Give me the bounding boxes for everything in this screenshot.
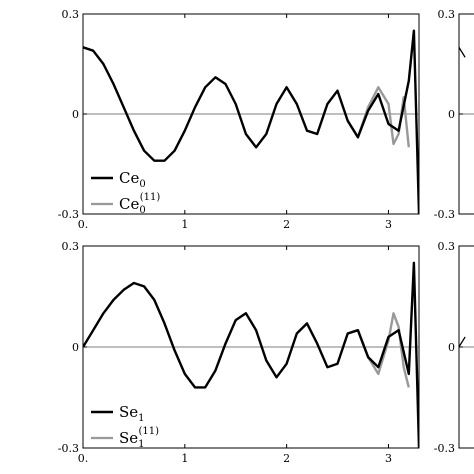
legend-label: Ce0(11) (119, 192, 160, 216)
x-tick-label: 2 (283, 452, 290, 465)
x-tick-label: 3 (385, 218, 392, 231)
panel-top-right: 0.3 0 -0.3 (434, 8, 474, 221)
series-line (459, 46, 466, 58)
y-tick-label: 0 (72, 108, 79, 121)
y-tick-label: 0.3 (438, 240, 456, 253)
y-tick-label: -0.3 (434, 442, 455, 455)
x-tick-label: 1 (181, 452, 188, 465)
y-tick-label: 0.3 (62, 8, 80, 21)
y-tick-label: -0.3 (434, 208, 455, 221)
x-tick-label: 0. (78, 452, 89, 465)
y-tick-label: 0 (448, 108, 455, 121)
series-line-Se1 (83, 261, 419, 448)
x-tick-label: 1 (181, 218, 188, 231)
chart-root: 30.1230.30-0.3Ce0Ce0(11)0.30-0.330.1230.… (58, 8, 474, 465)
series-line (459, 336, 466, 348)
legend-label: Se1(11) (119, 426, 159, 450)
y-tick-label: 0 (72, 341, 79, 354)
y-tick-label: 0 (448, 341, 455, 354)
y-tick-label: 0.3 (62, 240, 80, 253)
x-tick-label: 3 (385, 452, 392, 465)
panel-bottom-right: 0.3 0 -0.3 (434, 240, 474, 455)
series-line-Se1(11) (347, 312, 410, 388)
series-line-Ce0 (83, 29, 419, 214)
x-tick-label: 0. (78, 218, 89, 231)
y-tick-label: 0.3 (438, 8, 456, 21)
y-tick-label: -0.3 (58, 442, 79, 455)
legend-label: Ce0 (119, 169, 146, 190)
y-tick-label: -0.3 (58, 208, 79, 221)
x-tick-label: 2 (283, 218, 290, 231)
legend-label: Se1 (119, 403, 145, 424)
